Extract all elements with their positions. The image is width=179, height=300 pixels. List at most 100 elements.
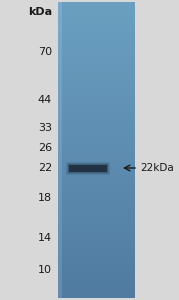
Bar xyxy=(58,260,135,261)
Text: kDa: kDa xyxy=(28,7,52,17)
Bar xyxy=(58,9,135,11)
Bar xyxy=(58,112,135,113)
Bar xyxy=(58,39,135,40)
Bar xyxy=(58,61,135,63)
Bar xyxy=(58,88,135,89)
Bar xyxy=(58,66,135,67)
Bar xyxy=(58,169,135,171)
Bar xyxy=(58,200,135,202)
Bar xyxy=(58,220,135,221)
Bar xyxy=(58,54,135,55)
Bar xyxy=(58,248,135,249)
Bar xyxy=(58,158,135,159)
Bar xyxy=(58,254,135,255)
Bar xyxy=(58,23,135,24)
Bar xyxy=(58,58,135,60)
Bar xyxy=(58,183,135,184)
Bar xyxy=(58,144,135,146)
Bar xyxy=(69,164,107,172)
Bar xyxy=(58,50,135,51)
Bar xyxy=(58,282,135,283)
Bar xyxy=(58,94,135,95)
Bar xyxy=(58,60,135,61)
Bar xyxy=(58,129,135,131)
Bar xyxy=(58,64,135,66)
Bar xyxy=(58,245,135,246)
Bar xyxy=(58,74,135,76)
Bar xyxy=(58,117,135,119)
Bar xyxy=(58,91,135,92)
Bar xyxy=(58,122,135,123)
Bar xyxy=(58,2,135,4)
Bar xyxy=(58,197,135,199)
Bar xyxy=(58,147,135,148)
Bar xyxy=(58,36,135,38)
Bar xyxy=(58,295,135,296)
Bar xyxy=(58,73,135,74)
Bar xyxy=(58,103,135,104)
Bar xyxy=(58,215,135,217)
Bar xyxy=(58,171,135,172)
Bar xyxy=(58,153,135,154)
Bar xyxy=(58,150,135,152)
Bar xyxy=(58,63,135,64)
Bar xyxy=(58,191,135,193)
Bar xyxy=(58,28,135,30)
Bar xyxy=(58,107,135,109)
Bar xyxy=(58,279,135,280)
Bar xyxy=(58,261,135,262)
Bar xyxy=(58,226,135,227)
Bar xyxy=(58,154,135,156)
Bar xyxy=(58,268,135,270)
Bar xyxy=(58,97,135,98)
Bar xyxy=(58,288,135,289)
Bar xyxy=(58,239,135,240)
Bar xyxy=(58,69,135,70)
Bar xyxy=(58,262,135,264)
Bar xyxy=(58,270,135,272)
Bar xyxy=(58,21,135,23)
Bar xyxy=(58,190,135,191)
Bar xyxy=(58,209,135,211)
Bar xyxy=(58,199,135,200)
Bar xyxy=(58,34,135,36)
Bar xyxy=(58,17,135,18)
Bar xyxy=(58,249,135,250)
Bar xyxy=(58,285,135,286)
Bar xyxy=(58,250,135,252)
Bar xyxy=(58,188,135,190)
Bar xyxy=(58,205,135,206)
Bar xyxy=(58,185,135,187)
Bar xyxy=(58,116,135,117)
Bar xyxy=(58,156,135,158)
Bar xyxy=(58,212,135,214)
Bar xyxy=(58,110,135,112)
Bar xyxy=(58,85,135,86)
Bar xyxy=(58,42,135,44)
Bar xyxy=(58,148,135,150)
Bar xyxy=(58,92,135,94)
Bar xyxy=(58,172,135,174)
Bar xyxy=(58,4,135,5)
Bar xyxy=(58,83,135,85)
Bar xyxy=(58,267,135,268)
Bar xyxy=(58,294,135,295)
Bar xyxy=(58,15,135,17)
Bar xyxy=(58,166,135,168)
Bar xyxy=(58,252,135,254)
Bar xyxy=(58,266,135,267)
Bar xyxy=(58,181,135,183)
Text: 10: 10 xyxy=(38,265,52,275)
Bar xyxy=(58,5,135,6)
Bar xyxy=(58,165,135,166)
Bar xyxy=(58,196,135,197)
Bar xyxy=(68,164,108,172)
Text: 18: 18 xyxy=(38,193,52,203)
Bar xyxy=(58,52,135,54)
Bar xyxy=(58,160,135,162)
Bar xyxy=(58,134,135,135)
Bar xyxy=(58,18,135,20)
Bar xyxy=(58,46,135,48)
Text: 26: 26 xyxy=(38,143,52,153)
Bar xyxy=(58,193,135,194)
